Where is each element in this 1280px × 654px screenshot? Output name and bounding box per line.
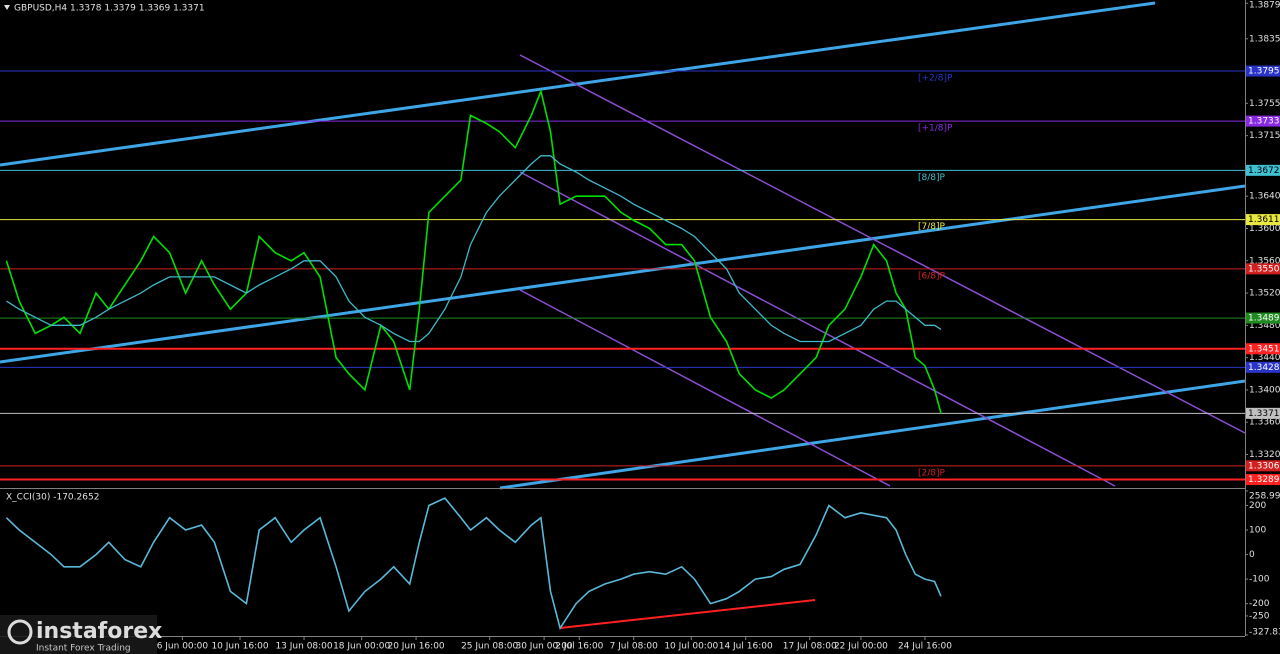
watermark-tagline: Instant Forex Trading [36, 644, 131, 654]
watermark-brand: instaforex [36, 619, 162, 644]
level-label-box [1246, 361, 1280, 373]
y-tick-label: 1.3640 [1249, 192, 1280, 202]
level-label: 1.3428 [1248, 363, 1280, 373]
x-tick-label: 6 Jun 00:00 [157, 642, 209, 652]
level-label-box [1246, 312, 1280, 324]
trend-line [0, 1, 1156, 167]
x-tick-label: 24 Jul 16:00 [898, 642, 952, 652]
y-tick-label: 1.3400 [1249, 385, 1280, 395]
y-tick-label: 1.3560 [1249, 256, 1280, 266]
y-tick-label: 1.3715 [1249, 131, 1280, 141]
level-label-box [1246, 214, 1280, 226]
y-tick-label: -250 [1249, 611, 1270, 621]
channel-lines [0, 1, 1246, 490]
x-tick-label: 17 Jul 08:00 [783, 642, 837, 652]
level-label: 1.3306 [1248, 461, 1280, 471]
level-label: 1.3672 [1248, 166, 1280, 176]
level-label-box [1246, 407, 1280, 419]
trend-line [519, 289, 891, 487]
y-tick-label: 1.3440 [1249, 353, 1280, 363]
level-label: 1.3550 [1248, 264, 1280, 274]
y-tick-label: -100 [1249, 575, 1270, 585]
level-label-box [1246, 263, 1280, 275]
watermark: instaforex Instant Forex Trading [0, 615, 162, 654]
x-tick-label: 10 Jul 00:00 [664, 642, 718, 652]
x-tick-label: 2 Jul 16:00 [555, 642, 604, 652]
watermark-logo [7, 619, 33, 645]
x-tick-label: 13 Jun 08:00 [275, 642, 332, 652]
level-tag: [+2/8]P [918, 74, 953, 84]
y-tick-label: 1.3755 [1249, 99, 1280, 109]
y-tick-label: 0 [1249, 550, 1255, 560]
x-tick-label: 7 Jul 08:00 [610, 642, 659, 652]
x-tick-label: 30 Jun 00:00 [515, 642, 572, 652]
y-tick-label: 1.3320 [1249, 450, 1280, 460]
trend-line [0, 184, 1246, 364]
y-tick-label: 1.3879 [1249, 1, 1280, 11]
y-tick-label: 200 [1249, 501, 1266, 511]
y-tick-label: 1.3360 [1249, 418, 1280, 428]
level-tag: [6/8]P [918, 271, 946, 281]
x-tick-label: 25 Jun 08:00 [461, 642, 518, 652]
x-tick-label: 22 Jul 00:00 [834, 642, 888, 652]
level-tag: [7/8]P [918, 222, 946, 232]
level-label-box [1246, 460, 1280, 472]
chart-title: GBPUSD,H4 1.3378 1.3379 1.3369 1.3371 [14, 4, 205, 14]
y-tick-label: 258.9969 [1249, 492, 1280, 502]
x-tick-label: 14 Jul 16:00 [719, 642, 773, 652]
y-tick-label: -200 [1249, 599, 1270, 609]
y-tick-label: 1.3835 [1249, 34, 1280, 44]
x-tick-label: 10 Jun 16:00 [211, 642, 268, 652]
level-tag: [+1/8]P [918, 124, 953, 134]
level-tag: [8/8]P [918, 173, 946, 183]
y-tick-label: 1.3480 [1249, 321, 1280, 331]
level-label: 1.3451 [1248, 344, 1280, 354]
y-tick-label: 100 [1249, 526, 1266, 536]
level-tag: [2/8]P [918, 468, 946, 478]
level-label-box [1246, 474, 1280, 486]
level-label: 1.3289 [1248, 475, 1280, 485]
x-tick-label: 20 Jun 16:00 [387, 642, 444, 652]
level-label-box [1246, 65, 1280, 77]
divergence-line [559, 599, 816, 629]
level-label-box [1246, 115, 1280, 127]
series-line [5, 497, 942, 631]
indicator-title: X_CCI(30) -170.2652 [6, 493, 99, 503]
title-arrow [4, 5, 10, 10]
series-line [5, 88, 942, 414]
level-label: 1.3611 [1248, 215, 1280, 225]
trend-line [519, 54, 1246, 434]
level-label: 1.3795 [1248, 67, 1280, 77]
trend-line [499, 379, 1246, 490]
x-tick-label: 18 Jun 00:00 [333, 642, 390, 652]
y-tick-label: 1.3520 [1249, 289, 1280, 299]
series-line [6, 155, 942, 343]
trend-line [519, 171, 1116, 487]
y-tick-label: 1.3600 [1249, 224, 1280, 234]
level-label: 1.3371 [1248, 409, 1280, 419]
y-tick-label: -327.832 [1249, 628, 1280, 638]
level-label-box [1246, 164, 1280, 176]
level-label: 1.3489 [1248, 314, 1280, 324]
level-label: 1.3733 [1248, 117, 1280, 127]
level-label-box [1246, 343, 1280, 355]
